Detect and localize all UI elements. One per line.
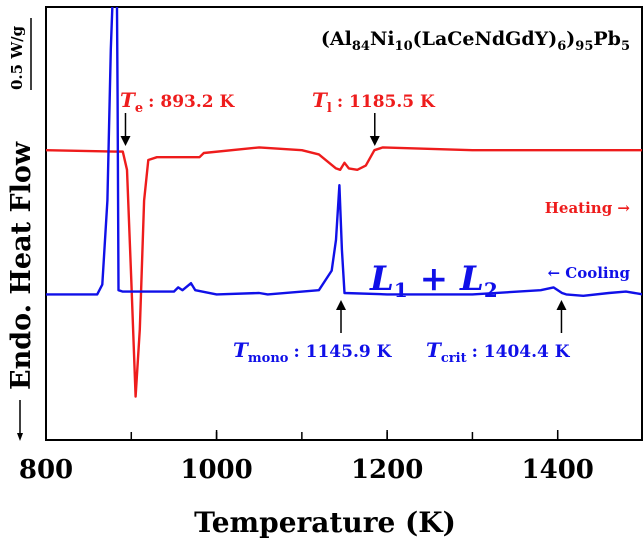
annotation-tmono: Tmono : 1145.9 K bbox=[233, 338, 393, 366]
title-part: 10 bbox=[395, 39, 413, 54]
x-axis: 800 1000 1200 1400 bbox=[19, 430, 594, 485]
annotation-tcrit: Tcrit : 1404.4 K bbox=[426, 338, 571, 366]
title-part: Ni bbox=[370, 28, 395, 50]
annotation-value: : 1185.5 K bbox=[337, 92, 436, 112]
title-part: ) bbox=[566, 28, 575, 50]
scale-bar: 0.5 W/g bbox=[8, 18, 32, 90]
chart-title: (Al84Ni10(LaCeNdGdY)6)95Pb5 bbox=[321, 28, 630, 54]
title-part: Pb bbox=[593, 28, 621, 50]
annotation-tl: Tl : 1185.5 K bbox=[312, 88, 436, 116]
title-part: 5 bbox=[621, 39, 630, 54]
annotation-value: : 893.2 K bbox=[148, 92, 235, 112]
annotation-subscript: mono bbox=[248, 351, 289, 366]
y-axis-label: Endo. Heat Flow bbox=[6, 141, 37, 390]
cooling-curve bbox=[46, 7, 642, 297]
arrowhead-icon bbox=[369, 136, 380, 146]
region-label: L1 + L2 bbox=[369, 259, 498, 302]
heating-curve bbox=[46, 146, 642, 398]
y-axis-label-group: Endo. Heat Flow bbox=[6, 141, 37, 441]
annotation-value: : 1404.4 K bbox=[472, 342, 571, 362]
title-part: 6 bbox=[557, 39, 566, 54]
annotation-te: Te : 893.2 K bbox=[120, 88, 236, 116]
title-part: (LaCeNdGdY) bbox=[413, 28, 558, 50]
x-tick-label: 1400 bbox=[522, 455, 594, 485]
annotation-symbol: T bbox=[426, 338, 443, 362]
annotation-symbol: T bbox=[312, 88, 329, 112]
x-tick-label: 1000 bbox=[180, 455, 252, 485]
x-axis-label: Temperature (K) bbox=[194, 506, 456, 539]
arrowhead-icon bbox=[336, 300, 347, 310]
heating-label: Heating → bbox=[545, 199, 631, 217]
cooling-label: ← Cooling bbox=[547, 264, 630, 282]
arrowhead-icon bbox=[120, 136, 131, 146]
title-part: 84 bbox=[352, 39, 370, 54]
arrowhead-icon bbox=[556, 300, 567, 310]
annotation-arrows bbox=[120, 113, 567, 333]
title-part: 95 bbox=[575, 39, 593, 54]
annotation-symbol: T bbox=[233, 338, 250, 362]
annotation-subscript: e bbox=[135, 101, 143, 116]
series-lines bbox=[46, 7, 642, 398]
annotation-symbol: T bbox=[120, 88, 137, 112]
title-part: (Al bbox=[321, 28, 352, 50]
annotation-subscript: crit bbox=[441, 351, 467, 366]
annotation-value: : 1145.9 K bbox=[293, 342, 392, 362]
plot-frame bbox=[45, 6, 643, 441]
x-tick-label: 1200 bbox=[351, 455, 423, 485]
x-tick-label: 800 bbox=[19, 455, 73, 485]
annotation-subscript: l bbox=[327, 101, 332, 116]
scale-bar-label: 0.5 W/g bbox=[8, 25, 26, 90]
y-axis-arrowhead-icon bbox=[17, 433, 23, 441]
